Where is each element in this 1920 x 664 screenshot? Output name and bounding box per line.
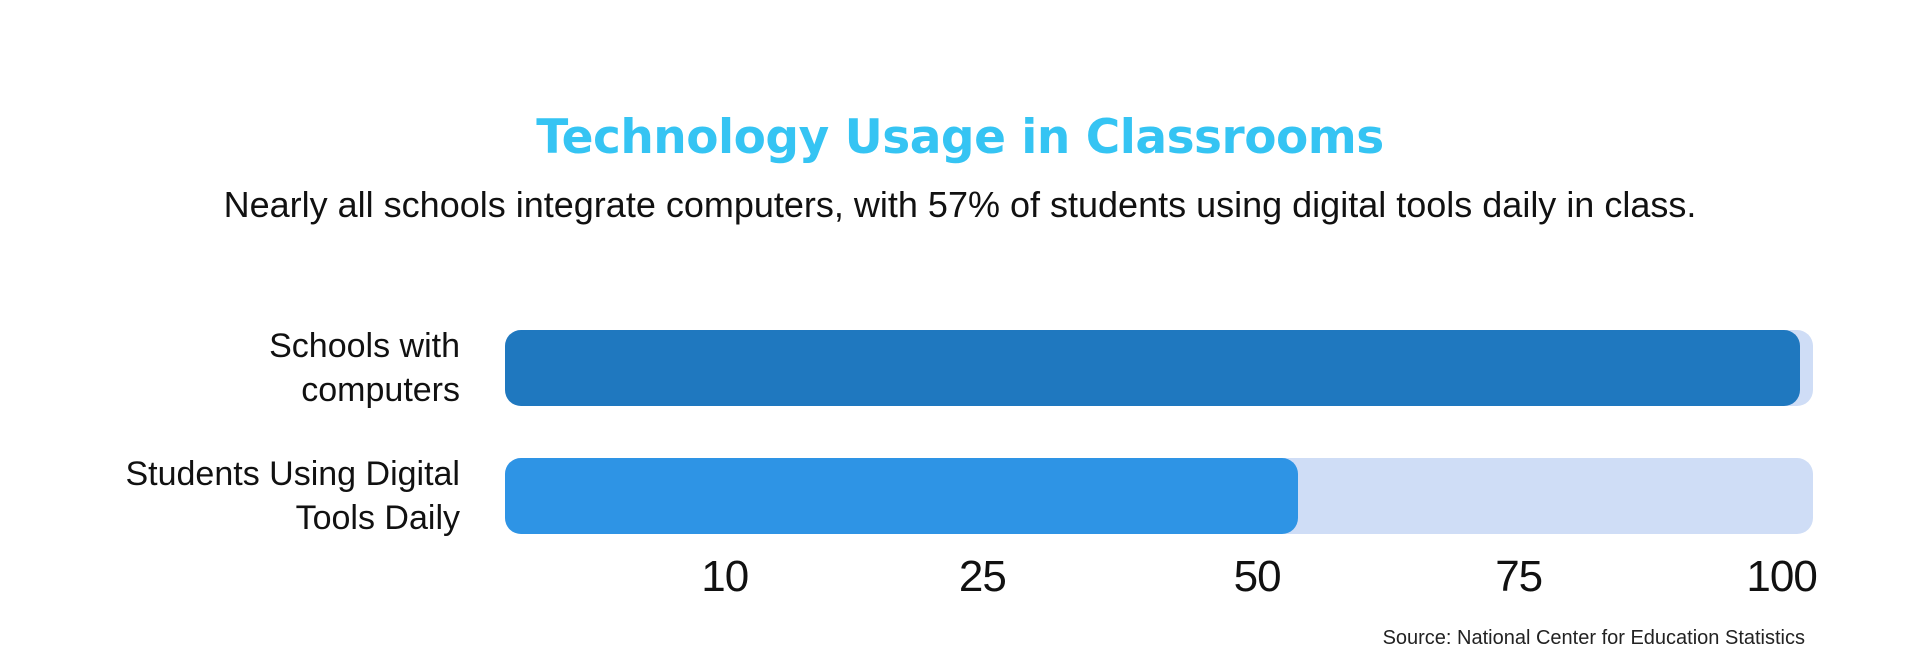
bar-label-line: computers: [301, 371, 460, 409]
bar-track-schools: [505, 330, 1813, 406]
x-axis-tick: 75: [1495, 552, 1543, 601]
x-axis-tick: 10: [701, 552, 749, 601]
bar-fill-schools: [505, 330, 1800, 406]
bar-label-line: Schools with: [269, 327, 460, 365]
bar-label-students: Students Using Digital Tools Daily: [0, 452, 460, 540]
bar-label-line: Students Using Digital: [125, 455, 460, 493]
chart-subtitle: Nearly all schools integrate computers, …: [223, 184, 1697, 225]
bar-row-students: Students Using Digital Tools Daily: [0, 455, 1813, 537]
bar-fill-students: [505, 458, 1298, 534]
bar-label-line: Tools Daily: [295, 499, 460, 537]
x-axis-tick: 100: [1746, 552, 1817, 601]
source-note: Source: National Center for Education St…: [1382, 627, 1805, 649]
x-axis-tick: 25: [958, 552, 1007, 601]
x-axis: 10 25 50 75 100: [505, 552, 1818, 604]
x-axis-tick: 50: [1233, 552, 1282, 601]
bar-label-schools: Schools with computers: [0, 324, 460, 412]
chart-title: Technology Usage in Classrooms: [536, 110, 1384, 165]
bar-track-students: [505, 458, 1813, 534]
bar-row-schools: Schools with computers: [0, 327, 1813, 409]
